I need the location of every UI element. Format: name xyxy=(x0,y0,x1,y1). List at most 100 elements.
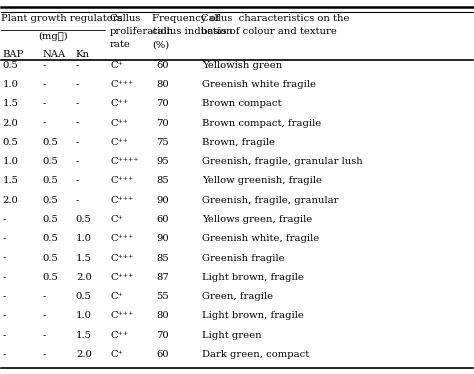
Text: Frequency of: Frequency of xyxy=(152,13,219,23)
Text: 0.5: 0.5 xyxy=(43,196,59,205)
Text: C⁺⁺⁺: C⁺⁺⁺ xyxy=(110,234,134,243)
Text: Brown compact: Brown compact xyxy=(201,99,281,108)
Text: 0.5: 0.5 xyxy=(76,292,91,301)
Text: Light brown, fragile: Light brown, fragile xyxy=(201,312,303,321)
Text: Greenish fragile: Greenish fragile xyxy=(201,254,284,263)
Text: Greenish white fragile: Greenish white fragile xyxy=(201,80,316,89)
Text: C⁺: C⁺ xyxy=(110,350,123,359)
Text: 1.0: 1.0 xyxy=(3,157,19,166)
Text: 70: 70 xyxy=(156,99,169,108)
Text: 0.5: 0.5 xyxy=(43,273,59,282)
Text: 90: 90 xyxy=(156,196,169,205)
Text: 70: 70 xyxy=(156,331,169,340)
Text: 2.0: 2.0 xyxy=(76,273,91,282)
Text: Yellows green, fragile: Yellows green, fragile xyxy=(201,215,312,224)
Text: 1.5: 1.5 xyxy=(3,177,19,186)
Text: -: - xyxy=(76,138,79,147)
Text: 2.0: 2.0 xyxy=(3,196,18,205)
Text: 75: 75 xyxy=(156,138,169,147)
Text: Green, fragile: Green, fragile xyxy=(201,292,273,301)
Text: Brown, fragile: Brown, fragile xyxy=(201,138,274,147)
Text: C⁺⁺⁺: C⁺⁺⁺ xyxy=(110,80,134,89)
Text: NAA: NAA xyxy=(42,50,65,59)
Text: C⁺: C⁺ xyxy=(110,215,123,224)
Text: C⁺: C⁺ xyxy=(110,292,123,301)
Text: -: - xyxy=(76,157,79,166)
Text: -: - xyxy=(3,234,6,243)
Text: C⁺⁺⁺: C⁺⁺⁺ xyxy=(110,273,134,282)
Text: -: - xyxy=(3,215,6,224)
Text: C⁺⁺⁺⁺: C⁺⁺⁺⁺ xyxy=(110,157,139,166)
Text: C⁺⁺⁺: C⁺⁺⁺ xyxy=(110,196,134,205)
Text: -: - xyxy=(43,350,46,359)
Text: 55: 55 xyxy=(156,292,169,301)
Text: -: - xyxy=(3,254,6,263)
Text: 87: 87 xyxy=(156,273,169,282)
Text: -: - xyxy=(43,331,46,340)
Text: C⁺: C⁺ xyxy=(110,61,123,70)
Text: 60: 60 xyxy=(156,61,169,70)
Text: -: - xyxy=(3,273,6,282)
Text: rate: rate xyxy=(110,40,131,49)
Text: 85: 85 xyxy=(156,254,169,263)
Text: -: - xyxy=(43,80,46,89)
Text: 0.5: 0.5 xyxy=(76,215,91,224)
Text: Light green: Light green xyxy=(201,331,261,340)
Text: -: - xyxy=(76,196,79,205)
Text: 1.5: 1.5 xyxy=(76,331,92,340)
Text: Light brown, fragile: Light brown, fragile xyxy=(201,273,303,282)
Text: 0.5: 0.5 xyxy=(3,138,18,147)
Text: C⁺⁺: C⁺⁺ xyxy=(110,99,128,108)
Text: 60: 60 xyxy=(156,350,169,359)
Text: -: - xyxy=(76,61,79,70)
Text: 1.0: 1.0 xyxy=(3,80,19,89)
Text: (mgℓ): (mgℓ) xyxy=(38,32,68,41)
Text: Greenish, fragile, granular: Greenish, fragile, granular xyxy=(201,196,338,205)
Text: proliferation: proliferation xyxy=(110,27,174,36)
Text: -: - xyxy=(43,312,46,321)
Text: -: - xyxy=(3,350,6,359)
Text: -: - xyxy=(43,99,46,108)
Text: 1.0: 1.0 xyxy=(76,234,92,243)
Text: Callus: Callus xyxy=(110,13,141,23)
Text: Yellowish green: Yellowish green xyxy=(201,61,282,70)
Text: Plant growth regulators: Plant growth regulators xyxy=(1,13,123,23)
Text: -: - xyxy=(76,80,79,89)
Text: -: - xyxy=(43,119,46,128)
Text: 0.5: 0.5 xyxy=(43,254,59,263)
Text: C⁺⁺: C⁺⁺ xyxy=(110,331,128,340)
Text: 95: 95 xyxy=(156,157,169,166)
Text: 0.5: 0.5 xyxy=(43,157,59,166)
Text: C⁺⁺: C⁺⁺ xyxy=(110,138,128,147)
Text: 1.5: 1.5 xyxy=(3,99,19,108)
Text: -: - xyxy=(76,99,79,108)
Text: 0.5: 0.5 xyxy=(3,61,18,70)
Text: -: - xyxy=(3,312,6,321)
Text: Yellow greenish, fragile: Yellow greenish, fragile xyxy=(201,177,322,186)
Text: C⁺⁺: C⁺⁺ xyxy=(110,119,128,128)
Text: basis of colour and texture: basis of colour and texture xyxy=(201,27,337,36)
Text: Greenish, fragile, granular lush: Greenish, fragile, granular lush xyxy=(201,157,363,166)
Text: 80: 80 xyxy=(156,312,169,321)
Text: callus induction: callus induction xyxy=(152,27,233,36)
Text: Callus  characteristics on the: Callus characteristics on the xyxy=(201,13,350,23)
Text: -: - xyxy=(3,331,6,340)
Text: 80: 80 xyxy=(156,80,169,89)
Text: 2.0: 2.0 xyxy=(3,119,18,128)
Text: Greenish white, fragile: Greenish white, fragile xyxy=(201,234,319,243)
Text: -: - xyxy=(43,61,46,70)
Text: 0.5: 0.5 xyxy=(43,138,59,147)
Text: 60: 60 xyxy=(156,215,169,224)
Text: 1.5: 1.5 xyxy=(76,254,92,263)
Text: 0.5: 0.5 xyxy=(43,177,59,186)
Text: 1.0: 1.0 xyxy=(76,312,92,321)
Text: C⁺⁺⁺: C⁺⁺⁺ xyxy=(110,177,134,186)
Text: -: - xyxy=(76,177,79,186)
Text: 2.0: 2.0 xyxy=(76,350,91,359)
Text: C⁺⁺⁺: C⁺⁺⁺ xyxy=(110,254,134,263)
Text: Kn: Kn xyxy=(75,50,90,59)
Text: -: - xyxy=(76,119,79,128)
Text: 85: 85 xyxy=(156,177,169,186)
Text: Brown compact, fragile: Brown compact, fragile xyxy=(201,119,321,128)
Text: -: - xyxy=(3,292,6,301)
